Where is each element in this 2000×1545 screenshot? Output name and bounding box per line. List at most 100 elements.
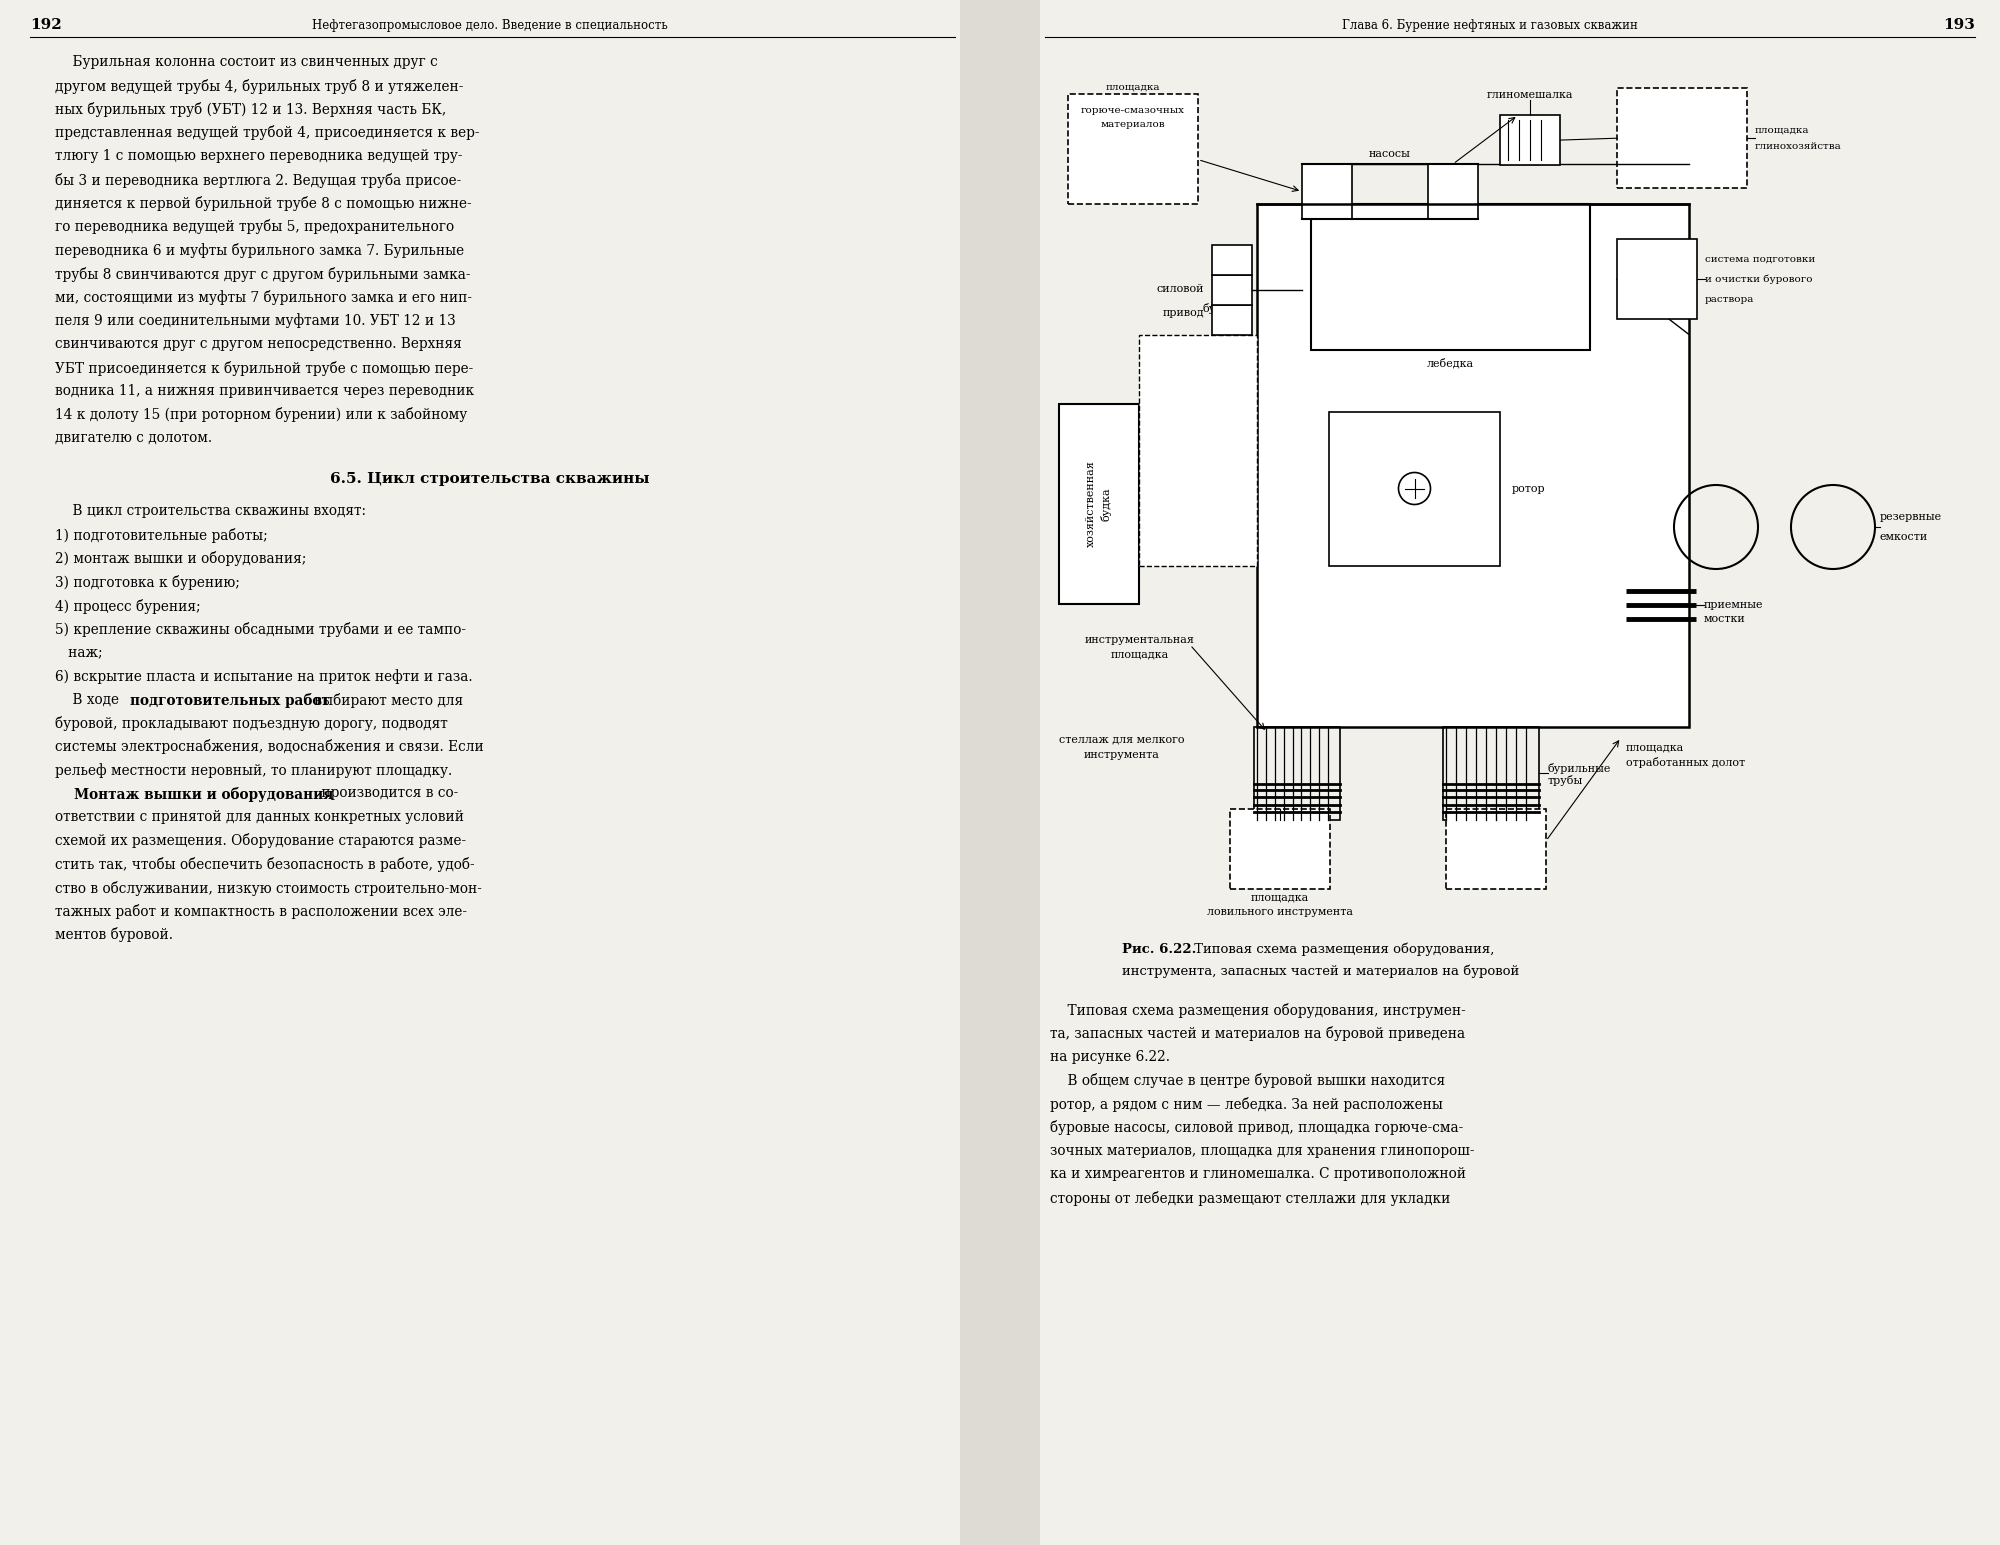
Text: водника 11, а нижняя привинчивается через переводник: водника 11, а нижняя привинчивается чере…: [56, 385, 474, 399]
Text: насосы: насосы: [1370, 148, 1410, 159]
Text: инструмента: инструмента: [1084, 749, 1160, 760]
Bar: [1140, 335, 1258, 565]
Text: двигателю с долотом.: двигателю с долотом.: [56, 431, 212, 445]
Text: наж;: наж;: [56, 646, 102, 660]
Text: глиномешалка: глиномешалка: [1486, 90, 1574, 100]
Text: буровая: буровая: [1202, 303, 1248, 314]
Text: 3) подготовка к бурению;: 3) подготовка к бурению;: [56, 575, 240, 590]
Text: 2) монтаж вышки и оборудования;: 2) монтаж вышки и оборудования;: [56, 552, 306, 567]
Text: площадка: площадка: [1626, 743, 1684, 752]
Text: бурильные: бурильные: [1548, 763, 1612, 774]
Text: мостки: мостки: [1704, 615, 1746, 624]
Text: горюче-смазочных: горюче-смазочных: [1080, 105, 1184, 114]
Text: стороны от лебедки размещают стеллажи для укладки: стороны от лебедки размещают стеллажи дл…: [1050, 1191, 1450, 1205]
Text: диняется к первой бурильной трубе 8 с помощью нижне-: диняется к первой бурильной трубе 8 с по…: [56, 196, 472, 212]
Text: стеллаж для мелкого: стеллаж для мелкого: [1060, 735, 1184, 745]
Text: емкости: емкости: [1880, 531, 1928, 542]
Text: ментов буровой.: ментов буровой.: [56, 927, 174, 942]
Text: материалов: материалов: [1100, 119, 1166, 128]
Text: ка и химреагентов и глиномешалка. С противоположной: ка и химреагентов и глиномешалка. С прот…: [1050, 1168, 1466, 1182]
Text: вышка: вышка: [1210, 340, 1248, 351]
Text: ответствии с принятой для данных конкретных условий: ответствии с принятой для данных конкрет…: [56, 810, 464, 823]
Text: пеля 9 или соединительными муфтами 10. УБТ 12 и 13: пеля 9 или соединительными муфтами 10. У…: [56, 314, 456, 329]
Text: тажных работ и компактность в расположении всех эле-: тажных работ и компактность в расположен…: [56, 904, 468, 919]
Text: площадка: площадка: [1106, 82, 1160, 91]
Text: 193: 193: [1944, 19, 1976, 32]
Text: система подготовки: система подготовки: [1704, 255, 1816, 264]
Text: 6) вскрытие пласта и испытание на приток нефти и газа.: 6) вскрытие пласта и испытание на приток…: [56, 669, 472, 684]
Text: 14 к долоту 15 (при роторном бурении) или к забойному: 14 к долоту 15 (при роторном бурении) ил…: [56, 408, 468, 422]
Text: 5) крепление скважины обсадными трубами и ее тампо-: 5) крепление скважины обсадными трубами …: [56, 623, 466, 637]
Text: инструмента, запасных частей и материалов на буровой: инструмента, запасных частей и материало…: [1122, 964, 1520, 978]
Text: ных бурильных труб (УБТ) 12 и 13. Верхняя часть БК,: ных бурильных труб (УБТ) 12 и 13. Верхня…: [56, 102, 446, 117]
Text: площадка: площадка: [1756, 125, 1810, 134]
Text: переводника 6 и муфты бурильного замка 7. Бурильные: переводника 6 и муфты бурильного замка 7…: [56, 243, 464, 258]
Text: силовой: силовой: [1156, 284, 1204, 295]
Text: Типовая схема размещения оборудования,: Типовая схема размещения оборудования,: [1190, 942, 1494, 956]
Text: трубы 8 свинчиваются друг с другом бурильными замка-: трубы 8 свинчиваются друг с другом бурил…: [56, 266, 470, 281]
Bar: [960, 0, 1040, 1545]
Text: системы электроснабжения, водоснабжения и связи. Если: системы электроснабжения, водоснабжения …: [56, 740, 484, 754]
Text: и очистки бурового: и очистки бурового: [1704, 275, 1812, 284]
Text: на рисунке 6.22.: на рисунке 6.22.: [1050, 1049, 1170, 1065]
Text: та, запасных частей и материалов на буровой приведена: та, запасных частей и материалов на буро…: [1050, 1026, 1466, 1041]
Text: зочных материалов, площадка для хранения глинопорош-: зочных материалов, площадка для хранения…: [1050, 1143, 1474, 1157]
Text: ловильного инструмента: ловильного инструмента: [1208, 907, 1352, 916]
Text: Глава 6. Бурение нефтяных и газовых скважин: Глава 6. Бурение нефтяных и газовых сква…: [1342, 19, 1638, 31]
Bar: [1616, 88, 1748, 188]
Bar: [1068, 94, 1198, 204]
Text: свинчиваются друг с другом непосредственно. Верхняя: свинчиваются друг с другом непосредствен…: [56, 337, 462, 351]
Text: 192: 192: [30, 19, 62, 32]
Text: другом ведущей трубы 4, бурильных труб 8 и утяжелен-: другом ведущей трубы 4, бурильных труб 8…: [56, 79, 464, 94]
Bar: [1254, 728, 1340, 819]
Text: выбирают место для: выбирают место для: [310, 692, 464, 708]
Text: резервные: резервные: [1880, 511, 1942, 522]
Text: тлюгу 1 с помощью верхнего переводника ведущей тру-: тлюгу 1 с помощью верхнего переводника в…: [56, 148, 462, 164]
Text: глинохозяйства: глинохозяйства: [1756, 142, 1842, 151]
Bar: [1328, 411, 1500, 565]
Bar: [1212, 275, 1252, 304]
Text: Рис. 6.22.: Рис. 6.22.: [1122, 942, 1196, 956]
Text: 1) подготовительные работы;: 1) подготовительные работы;: [56, 528, 268, 542]
Text: рельеф местности неровный, то планируют площадку.: рельеф местности неровный, то планируют …: [56, 763, 452, 777]
Text: инструментальная: инструментальная: [1086, 635, 1194, 644]
Text: подготовительных работ: подготовительных работ: [130, 692, 330, 708]
Text: УБТ присоединяется к бурильной трубе с помощью пере-: УБТ присоединяется к бурильной трубе с п…: [56, 360, 474, 375]
Text: приемные: приемные: [1704, 601, 1764, 610]
Text: 4) процесс бурения;: 4) процесс бурения;: [56, 598, 200, 613]
Text: площадка: площадка: [1250, 893, 1310, 902]
Text: стить так, чтобы обеспечить безопасность в работе, удоб-: стить так, чтобы обеспечить безопасность…: [56, 857, 474, 871]
Bar: [1212, 244, 1252, 275]
Text: ми, состоящими из муфты 7 бурильного замка и его нип-: ми, состоящими из муфты 7 бурильного зам…: [56, 290, 472, 304]
Text: 6.5. Цикл строительства скважины: 6.5. Цикл строительства скважины: [330, 473, 650, 487]
Text: ство в обслуживании, низкую стоимость строительно-мон-: ство в обслуживании, низкую стоимость ст…: [56, 881, 482, 896]
Text: бы 3 и переводника вертлюга 2. Ведущая труба присое-: бы 3 и переводника вертлюга 2. Ведущая т…: [56, 173, 462, 187]
Text: В общем случае в центре буровой вышки находится: В общем случае в центре буровой вышки на…: [1050, 1074, 1446, 1088]
Bar: [1428, 164, 1478, 219]
Bar: [1230, 810, 1330, 888]
Bar: [1212, 304, 1252, 335]
Text: схемой их размещения. Оборудование стараются разме-: схемой их размещения. Оборудование стара…: [56, 833, 466, 848]
Bar: [1500, 114, 1560, 165]
Text: площадка: площадка: [1110, 650, 1170, 660]
Text: привод: привод: [1162, 309, 1204, 318]
Text: Типовая схема размещения оборудования, инструмен-: Типовая схема размещения оборудования, и…: [1050, 1003, 1466, 1018]
Bar: [1446, 810, 1546, 888]
Bar: [1312, 204, 1590, 349]
Text: го переводника ведущей трубы 5, предохранительного: го переводника ведущей трубы 5, предохра…: [56, 219, 454, 235]
Bar: [1258, 204, 1688, 728]
Text: В цикл строительства скважины входят:: В цикл строительства скважины входят:: [56, 505, 366, 519]
Text: Нефтегазопромысловое дело. Введение в специальность: Нефтегазопромысловое дело. Введение в сп…: [312, 19, 668, 31]
Text: трубы: трубы: [1548, 776, 1584, 786]
Text: ротор, а рядом с ним — лебедка. За ней расположены: ротор, а рядом с ним — лебедка. За ней р…: [1050, 1097, 1442, 1112]
Bar: [1444, 728, 1540, 819]
Bar: [1060, 403, 1140, 604]
Text: Бурильная колонна состоит из свинченных друг с: Бурильная колонна состоит из свинченных …: [56, 56, 438, 70]
Text: буровые насосы, силовой привод, площадка горюче-сма-: буровые насосы, силовой привод, площадка…: [1050, 1120, 1464, 1136]
Text: раствора: раствора: [1704, 295, 1754, 304]
Bar: [1302, 164, 1352, 219]
Text: Монтаж вышки и оборудования: Монтаж вышки и оборудования: [56, 786, 334, 802]
Text: представленная ведущей трубой 4, присоединяется к вер-: представленная ведущей трубой 4, присоед…: [56, 125, 480, 141]
Text: хозяйственная
будка: хозяйственная будка: [1086, 460, 1112, 547]
Bar: [1616, 239, 1696, 320]
